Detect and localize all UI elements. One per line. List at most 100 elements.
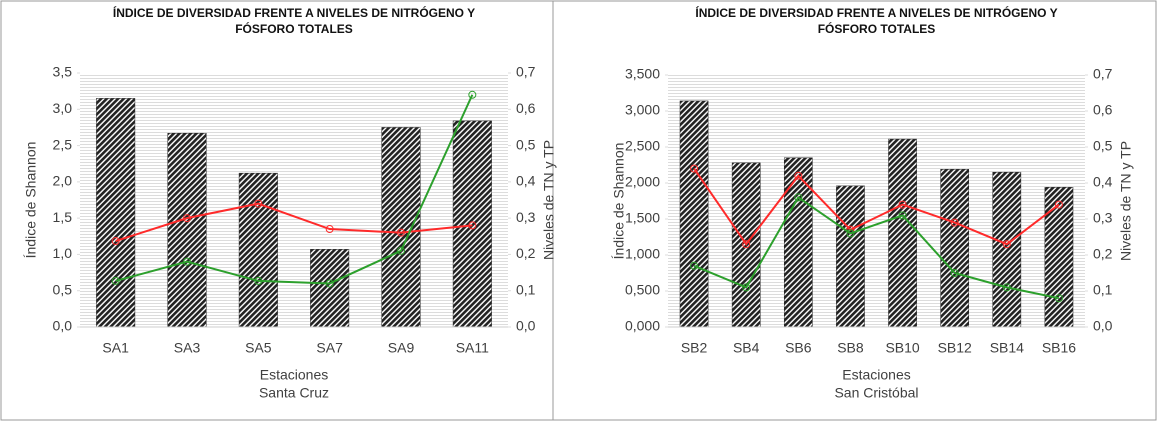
bar xyxy=(452,120,492,328)
y-tick-label: 2,5 xyxy=(53,136,73,152)
y2-tick-label: 0,2 xyxy=(516,245,536,261)
x-axis-title: Santa Cruz xyxy=(259,385,329,401)
y-tick-label: 3,000 xyxy=(625,102,660,118)
y2-axis-title: Niveles de TN y TP xyxy=(541,140,557,260)
chart-title: FÓSFORO TOTALES xyxy=(235,21,353,36)
y2-tick-label: 0,0 xyxy=(1093,318,1113,334)
line-marker xyxy=(742,283,751,292)
line-marker xyxy=(397,228,405,237)
line-marker xyxy=(690,261,699,270)
y-tick-label: 1,0 xyxy=(53,245,73,261)
plot-background xyxy=(668,75,1085,327)
x-axis-title: Estaciones xyxy=(842,367,910,383)
y2-tick-label: 0,7 xyxy=(516,64,536,80)
y-tick-label: 2,500 xyxy=(625,138,660,154)
x-tick-label: SB4 xyxy=(733,340,760,356)
y-tick-label: 1,500 xyxy=(625,210,660,226)
line-marker xyxy=(794,171,803,180)
line xyxy=(693,168,1060,246)
line-marker xyxy=(254,276,263,285)
y2-tick-label: 0,6 xyxy=(516,100,536,116)
chart-title: ÍNDICE DE DIVERSIDAD FRENTE A NIVELES DE… xyxy=(113,5,475,20)
bar xyxy=(238,172,278,328)
y2-tick-label: 0,3 xyxy=(516,209,536,225)
y-tick-label: 3,5 xyxy=(53,64,73,80)
line-marker xyxy=(690,164,699,173)
bar xyxy=(783,157,813,328)
line xyxy=(115,202,473,242)
line-marker xyxy=(1002,240,1011,249)
line-marker xyxy=(742,240,751,249)
y-tick-label: 2,0 xyxy=(53,173,73,189)
x-tick-label: SA9 xyxy=(388,340,415,356)
line-marker xyxy=(183,214,191,223)
y2-tick-label: 0,1 xyxy=(516,281,536,297)
line-marker xyxy=(898,200,907,209)
line xyxy=(115,94,474,285)
bar xyxy=(992,171,1022,328)
y-tick-label: 0,5 xyxy=(53,281,73,297)
y2-tick-label: 0,5 xyxy=(516,136,536,152)
line-marker xyxy=(325,225,334,234)
panel-border xyxy=(552,0,1157,421)
bar xyxy=(888,138,917,328)
x-axis-title: Estaciones xyxy=(260,367,328,383)
x-tick-label: SB8 xyxy=(837,340,864,356)
x-tick-label: SB6 xyxy=(785,340,812,356)
y2-tick-label: 0,4 xyxy=(516,173,536,189)
line-marker xyxy=(468,90,477,99)
x-tick-label: SB12 xyxy=(938,340,972,356)
line-marker xyxy=(468,221,477,230)
line-marker xyxy=(1054,200,1063,209)
y2-tick-label: 0,4 xyxy=(1093,174,1113,190)
x-tick-label: SB16 xyxy=(1042,340,1076,356)
y-tick-label: 1,5 xyxy=(53,209,73,225)
line xyxy=(693,195,1060,300)
x-tick-label: SA11 xyxy=(456,340,489,356)
line-marker xyxy=(111,276,120,285)
bar xyxy=(96,98,136,328)
y2-tick-label: 0,3 xyxy=(1093,210,1113,226)
line-marker xyxy=(1002,283,1011,292)
x-tick-label: SA5 xyxy=(245,340,272,356)
y2-tick-label: 0,1 xyxy=(1093,282,1113,298)
y-tick-label: 1,000 xyxy=(625,246,660,262)
line-marker xyxy=(254,199,263,208)
y-axis-title: Índice de Shannon xyxy=(23,142,39,259)
y2-tick-label: 0,0 xyxy=(516,318,536,334)
y2-tick-label: 0,2 xyxy=(1093,246,1113,262)
line-marker xyxy=(950,269,959,277)
y-tick-label: 0,0 xyxy=(53,318,73,334)
y-axis-title: Índice de Shannon xyxy=(611,143,627,260)
line-marker xyxy=(325,279,334,288)
bar xyxy=(381,127,421,328)
y2-tick-label: 0,5 xyxy=(1093,138,1113,154)
line-marker xyxy=(1054,294,1063,303)
x-tick-label: SA3 xyxy=(174,340,201,356)
line-marker xyxy=(794,193,803,202)
x-tick-label: SA7 xyxy=(316,340,343,356)
chart-title: FÓSFORO TOTALES xyxy=(818,21,936,36)
line-marker xyxy=(846,229,855,238)
line-marker xyxy=(898,211,907,220)
y-tick-label: 0,500 xyxy=(625,282,660,298)
line-marker xyxy=(183,257,191,266)
line-marker xyxy=(950,218,959,227)
y-tick-label: 2,000 xyxy=(625,174,660,190)
y2-tick-label: 0,6 xyxy=(1093,102,1113,118)
y-tick-label: 3,500 xyxy=(625,66,660,82)
x-axis-title: San Cristóbal xyxy=(834,385,918,401)
bar xyxy=(836,185,865,328)
line-marker xyxy=(397,246,405,255)
chart-title: ÍNDICE DE DIVERSIDAD FRENTE A NIVELES DE… xyxy=(695,5,1057,20)
bar xyxy=(167,132,207,328)
bar xyxy=(679,100,709,328)
y2-tick-label: 0,7 xyxy=(1093,66,1113,82)
x-tick-label: SB2 xyxy=(681,340,708,356)
line-marker xyxy=(111,237,120,246)
x-tick-label: SB14 xyxy=(990,340,1024,356)
bar xyxy=(310,249,350,328)
x-tick-label: SB10 xyxy=(885,340,919,356)
y-tick-label: 3,0 xyxy=(53,100,73,116)
